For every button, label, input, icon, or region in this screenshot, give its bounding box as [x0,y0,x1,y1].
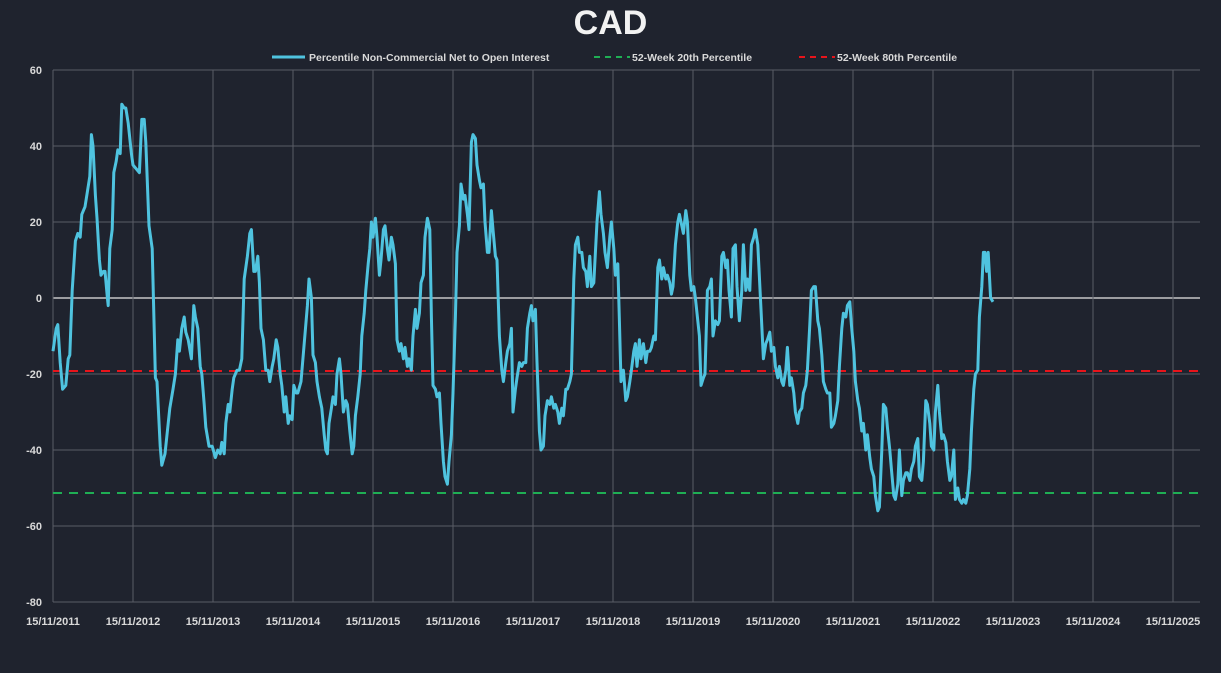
x-tick-label: 15/11/2021 [826,616,880,628]
x-tick-label: 15/11/2025 [1146,616,1200,628]
x-tick-label: 15/11/2016 [426,616,480,628]
x-tick-label: 15/11/2023 [986,616,1040,628]
y-tick-label: -40 [26,445,42,457]
legend-label-p20: 52-Week 20th Percentile [632,52,752,64]
x-tick-label: 15/11/2017 [506,616,560,628]
legend-label-series: Percentile Non-Commercial Net to Open In… [309,52,550,64]
x-tick-label: 15/11/2019 [666,616,720,628]
x-tick-label: 15/11/2014 [266,616,321,628]
y-tick-label: 20 [30,217,42,229]
series-layer [51,102,995,513]
x-tick-label: 15/11/2011 [26,616,80,628]
chart-title: CAD [573,4,648,42]
legend: Percentile Non-Commercial Net to Open In… [272,52,957,64]
legend-label-p80: 52-Week 80th Percentile [837,52,957,64]
x-tick-label: 15/11/2015 [346,616,400,628]
x-tick-label: 15/11/2024 [1066,616,1121,628]
y-tick-label: -80 [26,597,42,609]
series-line [51,102,995,513]
x-tick-label: 15/11/2018 [586,616,640,628]
axis-labels: 60 40 20 0 -20 -40 -60 -80 15/11/2011 15/11/2012 1… [26,65,1200,628]
x-tick-label: 15/11/2013 [186,616,240,628]
y-tick-label: -60 [26,521,42,533]
y-tick-label: -20 [26,369,42,381]
x-tick-label: 15/11/2022 [906,616,960,628]
y-tick-label: 0 [36,293,42,305]
x-tick-label: 15/11/2012 [106,616,160,628]
x-tick-label: 15/11/2020 [746,616,800,628]
y-tick-label: 60 [30,65,42,77]
grid [52,69,1200,603]
y-tick-label: 40 [30,141,42,153]
